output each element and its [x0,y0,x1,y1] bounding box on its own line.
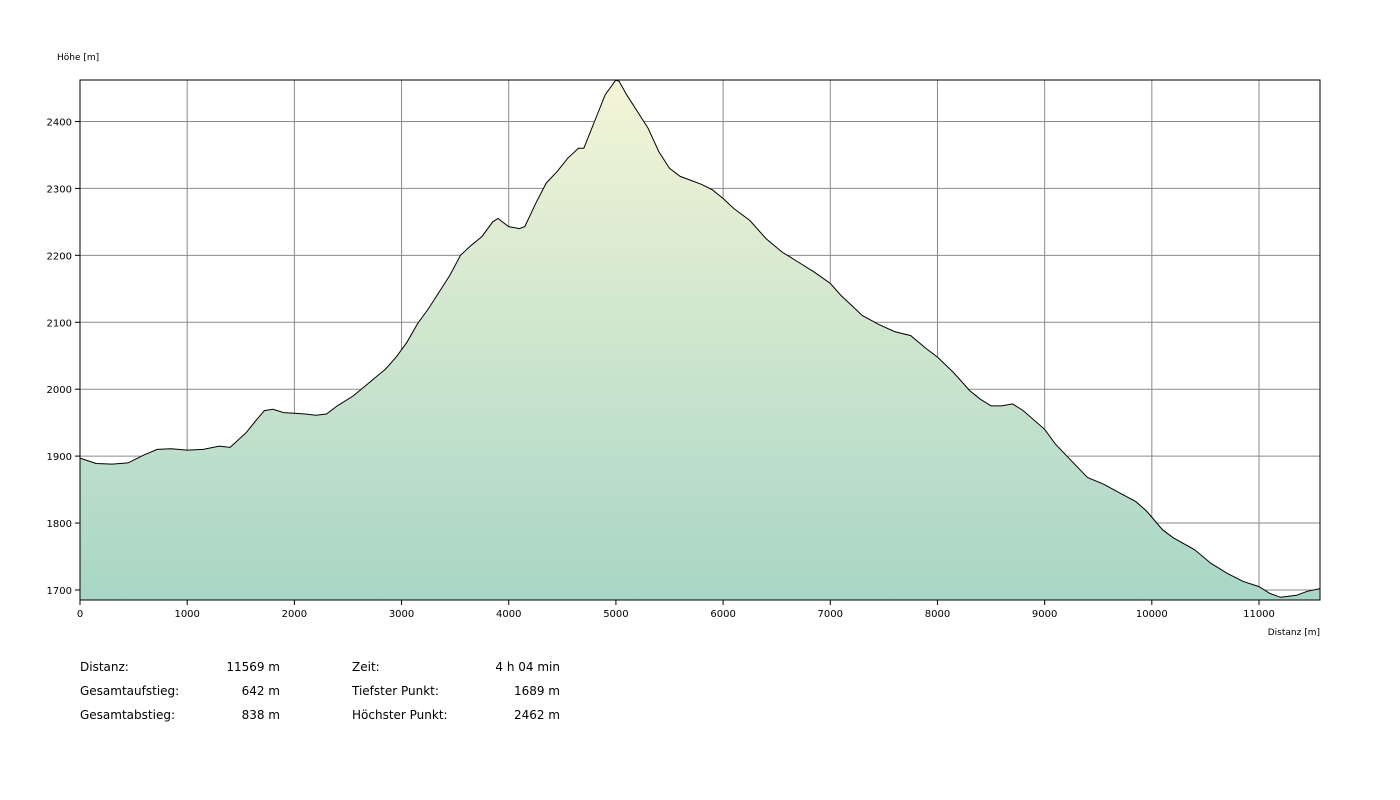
stat-value: 642 m [241,684,280,698]
y-tick-label: 2300 [47,184,72,195]
x-tick-label: 1000 [174,609,199,620]
y-tick-label: 1700 [47,586,72,597]
stat-value: 1689 m [513,684,560,698]
stat-label: Tiefster Punkt: [352,684,439,698]
plot-frame [79,79,1321,601]
stat-value: 4 h 04 min [495,660,560,674]
y-tick-label: 1900 [47,452,72,463]
stat-label: Distanz: [80,660,129,674]
x-axis-ticks: 0 1000 2000 3000 4000 5000 6000 7000 8000 9000 100… [77,600,1275,620]
y-tick-label: 2100 [47,318,72,329]
stat-value: 2462 m [513,708,560,722]
stat-value: 838 m [241,708,280,722]
stat-value: 11569 m [226,660,280,674]
x-tick-label: 9000 [1032,609,1057,620]
x-tick-label: 11000 [1243,609,1275,620]
x-tick-label: 10000 [1136,609,1168,620]
elevation-area [80,80,1320,600]
x-axis-title: Distanz [m] [1268,628,1320,638]
stat-row-highest-point: Höchster Punkt: 2462 m [352,703,572,727]
stat-row-descent: Gesamtabstieg: 838 m [80,703,290,727]
y-tick-label: 2400 [47,117,72,128]
y-tick-label: 1800 [47,519,72,530]
stats-panel-right: Zeit: 4 h 04 min Tiefster Punkt: 1689 m … [352,655,572,727]
x-tick-label: 3000 [389,609,414,620]
y-axis-title: Höhe [m] [57,53,99,63]
y-tick-label: 2000 [47,385,72,396]
x-tick-label: 6000 [710,609,735,620]
x-tick-label: 4000 [496,609,521,620]
stats-panel-left: Distanz: 11569 m Gesamtaufstieg: 642 m G… [80,655,290,727]
stat-row-distance: Distanz: 11569 m [80,655,290,679]
stat-label: Gesamtaufstieg: [80,684,180,698]
x-tick-label: 2000 [282,609,307,620]
elevation-profile-chart: 0 1000 2000 3000 4000 5000 6000 7000 8000 9000 100… [47,53,1321,638]
stat-row-ascent: Gesamtaufstieg: 642 m [80,679,290,703]
stat-row-lowest-point: Tiefster Punkt: 1689 m [352,679,572,703]
stat-label: Gesamtabstieg: [80,708,175,722]
x-tick-label: 5000 [603,609,628,620]
x-tick-label: 7000 [818,609,843,620]
stat-label: Zeit: [352,660,380,674]
elevation-line [79,79,1321,598]
y-tick-label: 2200 [47,251,72,262]
y-axis-ticks: 1700 1800 1900 2000 2100 2200 2300 2400 [47,117,80,597]
stat-label: Höchster Punkt: [352,708,448,722]
x-tick-label: 0 [77,609,83,620]
x-tick-label: 8000 [925,609,950,620]
stat-row-time: Zeit: 4 h 04 min [352,655,572,679]
